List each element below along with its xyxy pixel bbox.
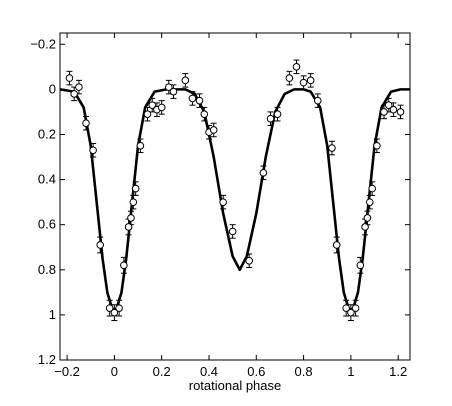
data-point [143, 110, 152, 118]
data-point [96, 241, 105, 249]
x-tick-label: 1.2 [389, 364, 407, 379]
data-point [181, 76, 190, 85]
data-point [169, 87, 178, 96]
data-point [124, 223, 133, 231]
y-tick-label: 1.2 [38, 352, 56, 367]
x-axis-title: rotational phase [189, 378, 282, 393]
x-tick-label: 0 [111, 364, 118, 379]
data-point [89, 146, 97, 155]
data-point [188, 94, 197, 103]
data-point [129, 198, 138, 206]
x-tick-label: 0.4 [200, 364, 218, 379]
y-tick-label: 1 [49, 307, 56, 322]
data-point [299, 78, 308, 87]
data-point [209, 126, 218, 134]
data-point [384, 101, 393, 109]
y-tick-label: 0.6 [38, 217, 56, 232]
data-point [389, 105, 398, 114]
data-point [157, 103, 166, 112]
y-tick-label: 0.4 [38, 172, 56, 187]
data-point [365, 198, 374, 206]
data-point [356, 261, 365, 270]
data-point [120, 261, 128, 270]
y-tick-label: 0 [49, 81, 56, 96]
data-point [245, 256, 253, 265]
y-tick-label: 0.8 [38, 262, 56, 277]
data-point [148, 101, 157, 109]
data-point [82, 119, 90, 128]
x-axis-ticks: −0.2 0 0.2 0.4 0.6 0.8 1 1.2 [54, 33, 407, 379]
data-point [347, 308, 355, 317]
x-tick-label: 0.8 [295, 364, 313, 379]
data-point [195, 96, 204, 105]
data-points [65, 63, 405, 317]
data-point [219, 198, 227, 206]
data-point [342, 304, 350, 312]
data-point [105, 304, 114, 312]
data-point [65, 74, 74, 82]
data-point [127, 214, 135, 222]
data-point [70, 90, 78, 98]
data-point [131, 184, 140, 193]
data-point [259, 169, 268, 177]
data-point [200, 110, 209, 118]
data-point [368, 184, 376, 193]
data-point [110, 308, 119, 317]
data-point [380, 108, 388, 116]
y-axis-ticks: −0.2 0 0.2 0.4 0.6 0.8 1 1.2 [30, 36, 410, 367]
data-point [361, 223, 369, 231]
data-point [75, 83, 83, 91]
y-tick-label: −0.2 [30, 36, 56, 51]
x-tick-label: 1 [347, 364, 354, 379]
x-tick-label: 0.6 [247, 364, 265, 379]
y-tick-label: 0.2 [38, 126, 56, 141]
axes-frame [59, 32, 411, 361]
data-point [273, 110, 282, 118]
data-point [285, 74, 294, 82]
data-point [136, 141, 145, 150]
x-tick-label: 0.2 [153, 364, 171, 379]
data-point [115, 304, 123, 312]
data-point [396, 108, 405, 116]
data-point [164, 83, 173, 91]
data-point [266, 114, 275, 123]
data-point [292, 63, 301, 71]
data-point [313, 96, 322, 105]
data-point [328, 144, 336, 152]
x-tick-label: −0.2 [54, 364, 80, 379]
data-point [332, 241, 341, 249]
data-point [373, 141, 381, 150]
data-point [363, 214, 372, 222]
data-point [351, 304, 360, 312]
data-point [228, 227, 237, 236]
data-point [306, 76, 315, 85]
